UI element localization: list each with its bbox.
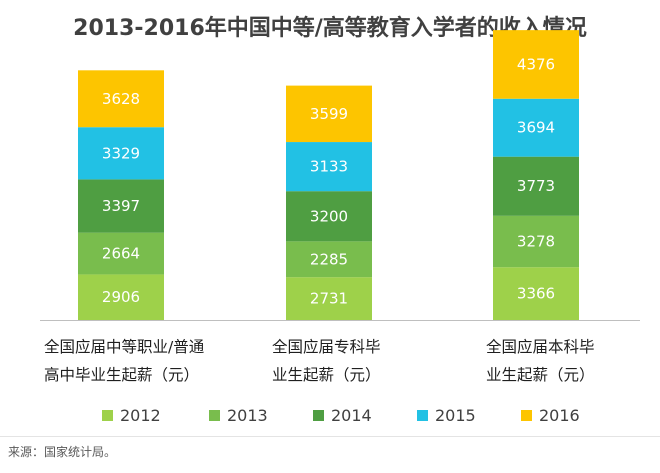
legend-item-2015: 2015: [417, 406, 476, 425]
bar-segment-2014-cat0: [78, 179, 164, 233]
legend-item-2013: 2013: [209, 406, 268, 425]
footer-divider: [0, 436, 660, 437]
bar-segment-2013-cat0: [78, 232, 164, 275]
category-label-secondary: 全国应届中等职业/普通 高中毕业生起薪（元）: [44, 338, 205, 384]
data-label-2016-cat2: 4376: [517, 55, 555, 73]
data-label-2015-cat1: 3133: [310, 158, 348, 176]
legend-item-2014: 2014: [313, 406, 372, 425]
legend: 2012 2013 2014 2015 2016: [0, 406, 660, 428]
legend-label-2016: 2016: [539, 406, 580, 425]
bar-segment-2015-cat2: [493, 98, 579, 157]
legend-label-2013: 2013: [227, 406, 268, 425]
bar-segment-2016-cat2: [493, 30, 579, 99]
bar-segment-2014-cat2: [493, 156, 579, 216]
data-label-2015-cat0: 3329: [102, 144, 140, 162]
legend-item-2016: 2016: [521, 406, 580, 425]
data-label-2016-cat0: 3628: [102, 90, 140, 108]
data-label-2012-cat1: 2731: [310, 290, 348, 308]
data-label-2012-cat0: 2906: [102, 288, 140, 306]
data-label-2014-cat0: 3397: [102, 197, 140, 215]
data-label-2013-cat2: 3278: [517, 233, 555, 251]
legend-label-2015: 2015: [435, 406, 476, 425]
data-label-2014-cat2: 3773: [517, 177, 555, 195]
legend-item-2012: 2012: [102, 406, 161, 425]
data-label-2013-cat0: 2664: [102, 245, 140, 263]
source-note: 来源：国家统计局。: [8, 445, 117, 459]
data-label-2012-cat2: 3366: [517, 285, 555, 303]
legend-label-2014: 2014: [331, 406, 372, 425]
data-label-2016-cat1: 3599: [310, 105, 348, 123]
legend-swatch-2016: [521, 410, 532, 421]
category-label-bachelor: 全国应届本科毕 业生起薪（元）: [486, 338, 595, 384]
bar-segment-2013-cat2: [493, 215, 579, 268]
bar-segment-2012-cat1: [286, 277, 372, 320]
legend-swatch-2014: [313, 410, 324, 421]
bar-segment-2015-cat0: [78, 127, 164, 180]
legend-label-2012: 2012: [120, 406, 161, 425]
bar-segment-2015-cat1: [286, 142, 372, 192]
bar-segment-2013-cat1: [286, 241, 372, 278]
legend-swatch-2013: [209, 410, 220, 421]
bar-segment-2012-cat0: [78, 274, 164, 320]
bar-segment-2016-cat1: [286, 85, 372, 143]
data-label-2014-cat1: 3200: [310, 207, 348, 225]
legend-swatch-2012: [102, 410, 113, 421]
bar-segment-2016-cat0: [78, 70, 164, 128]
bar-segment-2014-cat1: [286, 191, 372, 242]
bar-segment-2012-cat2: [493, 267, 579, 320]
category-label-junior-college: 全国应届专科毕 业生起薪（元）: [272, 338, 381, 384]
data-label-2013-cat1: 2285: [310, 250, 348, 268]
data-label-2015-cat2: 3694: [517, 119, 555, 137]
legend-swatch-2015: [417, 410, 428, 421]
